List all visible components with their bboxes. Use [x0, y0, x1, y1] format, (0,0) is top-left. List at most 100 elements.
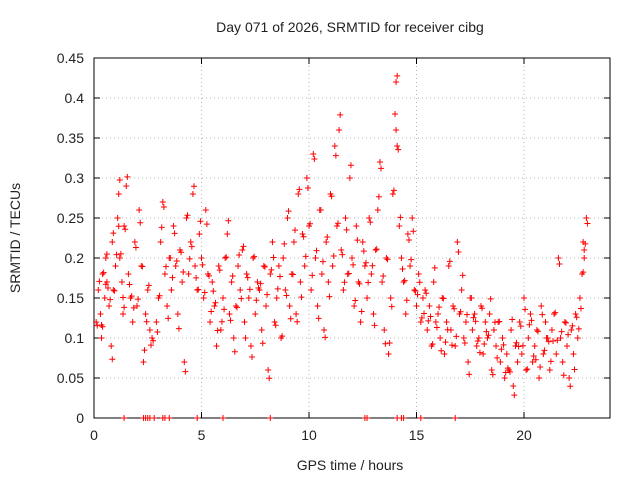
data-point	[509, 316, 516, 323]
data-point	[153, 319, 160, 325]
data-point	[398, 255, 405, 261]
data-point	[354, 237, 361, 244]
data-point	[136, 207, 143, 213]
data-point	[175, 325, 182, 332]
data-point	[517, 323, 524, 330]
data-point	[360, 248, 367, 255]
data-point	[243, 271, 250, 277]
data-point	[389, 191, 396, 197]
data-point	[297, 279, 304, 285]
data-point	[390, 187, 397, 194]
data-point	[550, 337, 557, 344]
data-point	[464, 311, 471, 318]
data-point	[157, 239, 164, 245]
data-point	[516, 319, 523, 325]
y-tick-label: 0.2	[65, 250, 85, 266]
data-point	[336, 127, 343, 133]
data-point	[235, 263, 242, 269]
data-point	[160, 204, 167, 211]
data-point	[575, 325, 582, 332]
data-point	[528, 317, 535, 324]
data-point	[438, 347, 445, 354]
data-point	[94, 322, 101, 329]
data-point	[519, 342, 526, 349]
data-point	[236, 252, 243, 259]
data-point	[437, 335, 444, 341]
zero-data-point	[417, 415, 424, 421]
data-points	[93, 72, 591, 421]
data-point	[408, 256, 415, 263]
data-point	[120, 294, 127, 301]
data-point	[325, 279, 332, 285]
y-tick-label: 0.25	[57, 210, 84, 226]
data-point	[450, 303, 457, 309]
data-point	[358, 308, 365, 315]
data-point	[558, 328, 565, 335]
y-axis: 0 0.05 0.1 0.15 0.2 0.25 0.3 0.35 0.4 0.45	[57, 50, 610, 426]
data-point	[465, 359, 472, 365]
data-point	[231, 348, 238, 355]
data-point	[318, 271, 325, 277]
zero-data-point	[121, 415, 128, 421]
data-point	[95, 287, 102, 293]
data-point	[524, 366, 531, 373]
data-point	[289, 271, 296, 278]
data-point	[107, 296, 114, 303]
data-point	[480, 351, 487, 357]
data-point	[395, 146, 402, 153]
data-point	[280, 255, 287, 261]
data-point	[570, 351, 577, 357]
data-point	[304, 185, 311, 192]
data-point	[584, 220, 591, 227]
data-point	[323, 239, 330, 245]
data-point	[206, 272, 213, 279]
data-point	[240, 243, 247, 250]
data-point	[326, 293, 333, 300]
data-point	[441, 351, 448, 357]
data-point	[271, 319, 278, 325]
data-point	[106, 303, 113, 309]
data-point	[116, 177, 123, 184]
data-point	[223, 254, 230, 261]
data-point	[99, 323, 106, 330]
data-point	[583, 215, 590, 221]
data-point	[515, 343, 522, 350]
data-point	[582, 240, 589, 247]
data-point	[195, 286, 202, 293]
data-point	[357, 319, 364, 325]
data-point	[340, 287, 347, 293]
data-point	[96, 278, 103, 285]
data-point	[469, 327, 476, 333]
data-point	[356, 280, 363, 287]
data-point	[508, 327, 515, 333]
data-point	[286, 303, 293, 309]
data-point	[97, 311, 104, 317]
data-point	[264, 291, 271, 298]
data-point	[189, 191, 196, 197]
data-point	[198, 255, 205, 261]
data-point	[332, 152, 339, 159]
data-point	[256, 287, 263, 293]
data-point	[435, 311, 441, 317]
data-point	[249, 353, 256, 360]
data-point	[154, 329, 161, 336]
data-point	[193, 274, 200, 281]
data-point	[158, 224, 165, 231]
data-point	[374, 207, 381, 213]
data-point	[430, 279, 437, 285]
data-point	[481, 340, 488, 347]
data-point	[228, 279, 235, 285]
data-point	[104, 284, 111, 291]
data-point	[276, 273, 283, 280]
x-tick-label: 0	[90, 427, 98, 443]
data-point	[184, 212, 191, 219]
data-point	[279, 333, 286, 340]
data-point	[164, 303, 171, 309]
y-tick-label: 0.45	[57, 50, 84, 66]
data-point	[293, 311, 300, 317]
data-point	[445, 263, 452, 269]
data-point	[494, 354, 501, 361]
data-point	[385, 351, 392, 357]
data-point	[161, 271, 168, 277]
data-point	[545, 338, 552, 345]
